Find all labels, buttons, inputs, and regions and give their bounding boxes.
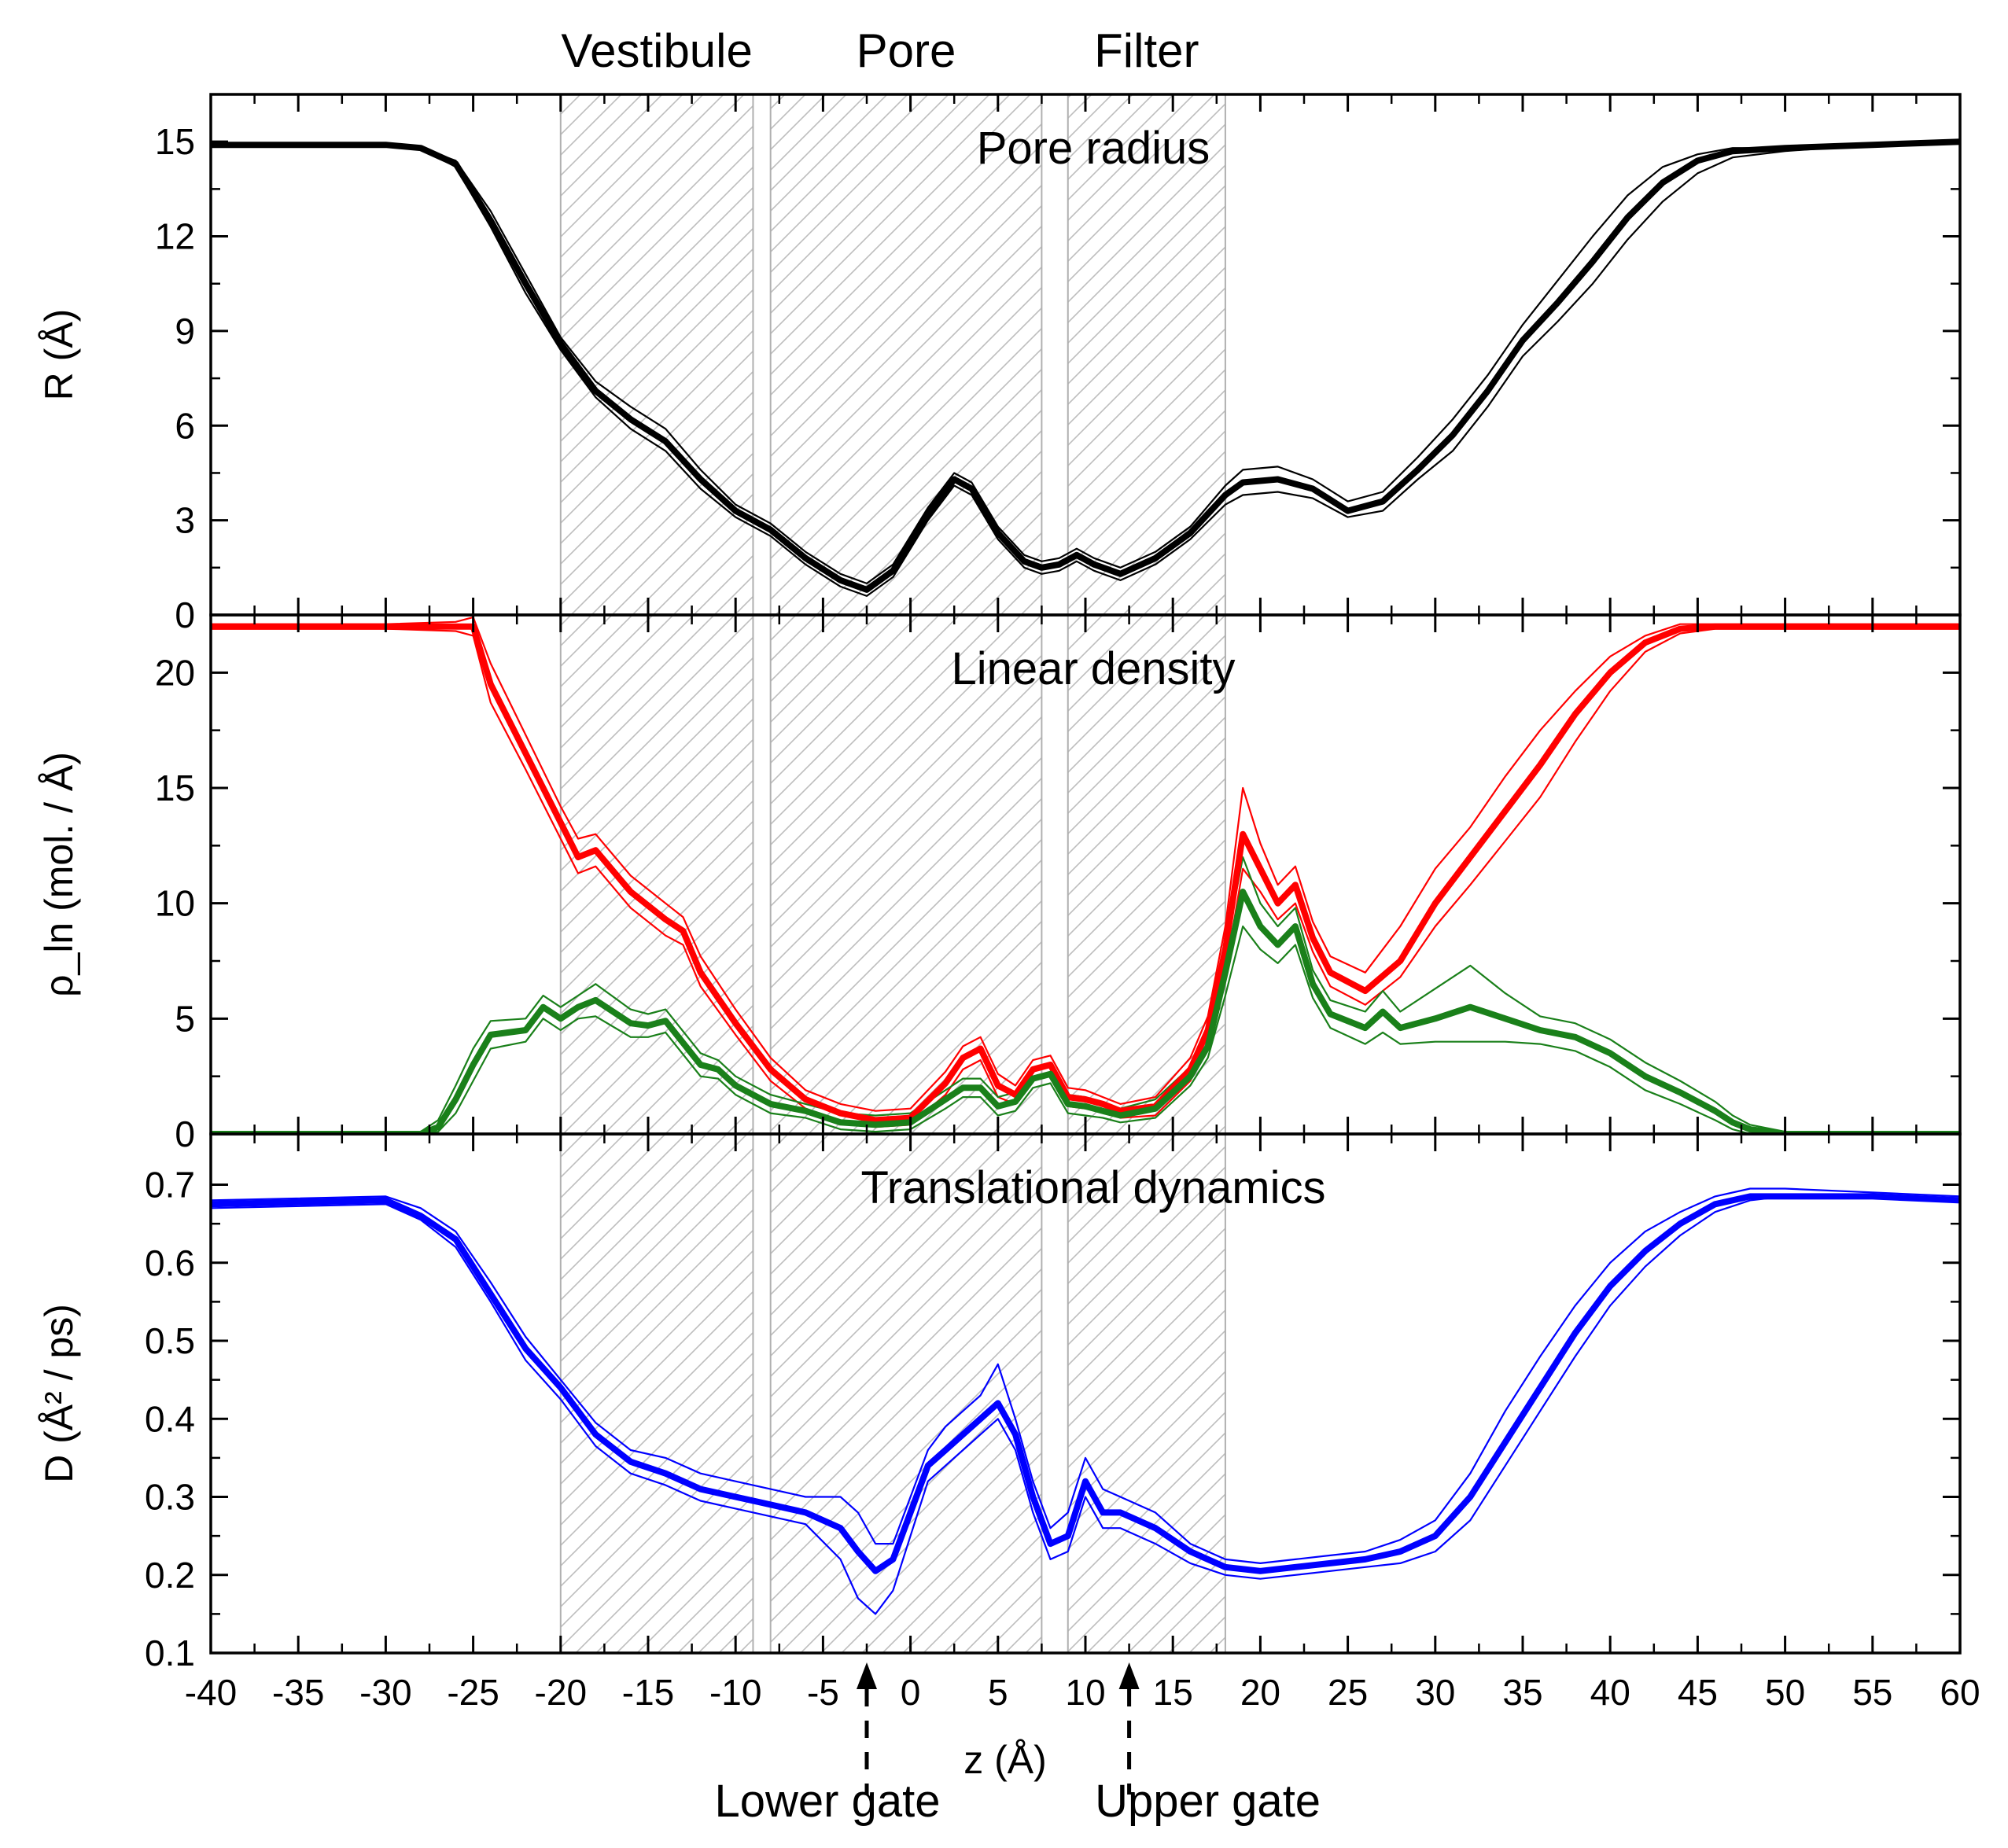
series-R-upper xyxy=(211,141,1960,585)
x-tick-label: 20 xyxy=(1240,1672,1280,1713)
y-tick-label: 0.1 xyxy=(145,1633,195,1673)
series-R-mean xyxy=(211,138,1960,593)
y-tick-label: 9 xyxy=(175,311,195,352)
x-tick-label: 15 xyxy=(1153,1672,1193,1713)
y-tick-label: 0 xyxy=(175,595,195,635)
panels-layer: Pore radius Linear density Translational d… xyxy=(211,123,1960,1615)
x-tick-label: 50 xyxy=(1765,1672,1805,1713)
region-label-vestibule: Vestibule xyxy=(561,24,753,77)
region-label-filter: Filter xyxy=(1094,24,1199,77)
x-tick-label: -30 xyxy=(359,1672,411,1713)
series-red-mean xyxy=(211,623,1960,1124)
panel-frame xyxy=(209,1132,1962,1655)
x-tick-label: -5 xyxy=(807,1672,839,1713)
series-R-lower xyxy=(211,141,1960,598)
gate-label: Upper gate xyxy=(1095,1776,1321,1827)
panel-title: Translational dynamics xyxy=(861,1162,1326,1213)
x-tick-label: 60 xyxy=(1940,1672,1980,1713)
y-tick-label: 15 xyxy=(155,768,195,808)
gate-label: Lower gate xyxy=(715,1776,941,1827)
x-tick-label: -20 xyxy=(535,1672,587,1713)
y-tick-label: 0.6 xyxy=(145,1242,195,1283)
panel-1: Pore radius xyxy=(211,123,1960,598)
region-vestibule xyxy=(560,94,753,1653)
x-tick-label: 45 xyxy=(1678,1672,1718,1713)
x-axis: -40 -35 -30 -25 -20 -15 -10 -5 0 5 10 15 20 25 30 35 40 4… xyxy=(185,1672,1980,1782)
x-tick-label: 25 xyxy=(1328,1672,1368,1713)
y-tick-label: 3 xyxy=(175,500,195,541)
x-tick-label: -40 xyxy=(185,1672,237,1713)
panel-title: Linear density xyxy=(951,643,1235,694)
series-green-mean xyxy=(211,889,1960,1134)
x-tick-label: 10 xyxy=(1065,1672,1105,1713)
x-tick-label: 40 xyxy=(1590,1672,1630,1713)
region-pore xyxy=(770,94,1042,1653)
series-D-mean xyxy=(211,1193,1960,1574)
panel-2: Linear density xyxy=(211,616,1960,1134)
x-tick-label: 30 xyxy=(1415,1672,1455,1713)
y-tick-label: 0.4 xyxy=(145,1398,195,1439)
y-axis-title: R (Å) xyxy=(37,309,81,401)
y-tick-label: 0.5 xyxy=(145,1320,195,1361)
panel-title: Pore radius xyxy=(977,123,1210,174)
y-tick-label: 0.3 xyxy=(145,1477,195,1518)
gate-arrow-head xyxy=(857,1662,877,1689)
series-D-lower xyxy=(211,1195,1960,1615)
x-tick-label: 5 xyxy=(988,1672,1008,1713)
regions-layer: Vestibule Pore Filter xyxy=(559,24,1226,1653)
x-axis-title: z (Å) xyxy=(963,1738,1047,1782)
gates-layer: Lower gate Upper gate xyxy=(715,1662,1321,1827)
series-green-lower xyxy=(211,925,1960,1134)
x-tick-label: -35 xyxy=(272,1672,324,1713)
y-tick-label: 20 xyxy=(155,652,195,693)
frames-layer: 0 3 6 9 12 15 R (Å) 0 5 10 15 20 ρ_ln (mol. / Å) 0.1 0… xyxy=(37,93,1962,1673)
region-label-pore: Pore xyxy=(857,24,956,77)
y-tick-label: 0.2 xyxy=(145,1555,195,1596)
x-tick-label: 35 xyxy=(1502,1672,1542,1713)
x-tick-label: 55 xyxy=(1852,1672,1892,1713)
y-tick-label: 10 xyxy=(155,883,195,924)
y-tick-label: 0.7 xyxy=(145,1165,195,1206)
x-tick-label: -25 xyxy=(447,1672,499,1713)
x-tick-label: -15 xyxy=(622,1672,674,1713)
series-red-upper xyxy=(211,616,1960,1112)
gate-arrow-head xyxy=(1118,1662,1140,1689)
y-axis-title: D (Å² / ps) xyxy=(37,1304,81,1483)
x-tick-label: 0 xyxy=(901,1672,921,1713)
x-tick-label: -10 xyxy=(709,1672,761,1713)
series-D-upper xyxy=(211,1187,1960,1565)
y-tick-label: 5 xyxy=(175,998,195,1039)
y-axis-title: ρ_ln (mol. / Å) xyxy=(37,752,81,997)
y-tick-label: 15 xyxy=(155,121,195,162)
y-tick-label: 12 xyxy=(155,216,195,257)
panel-3: Translational dynamics xyxy=(211,1162,1960,1615)
region-filter xyxy=(1067,94,1225,1653)
y-tick-label: 0 xyxy=(175,1114,195,1154)
y-tick-label: 6 xyxy=(175,405,195,446)
